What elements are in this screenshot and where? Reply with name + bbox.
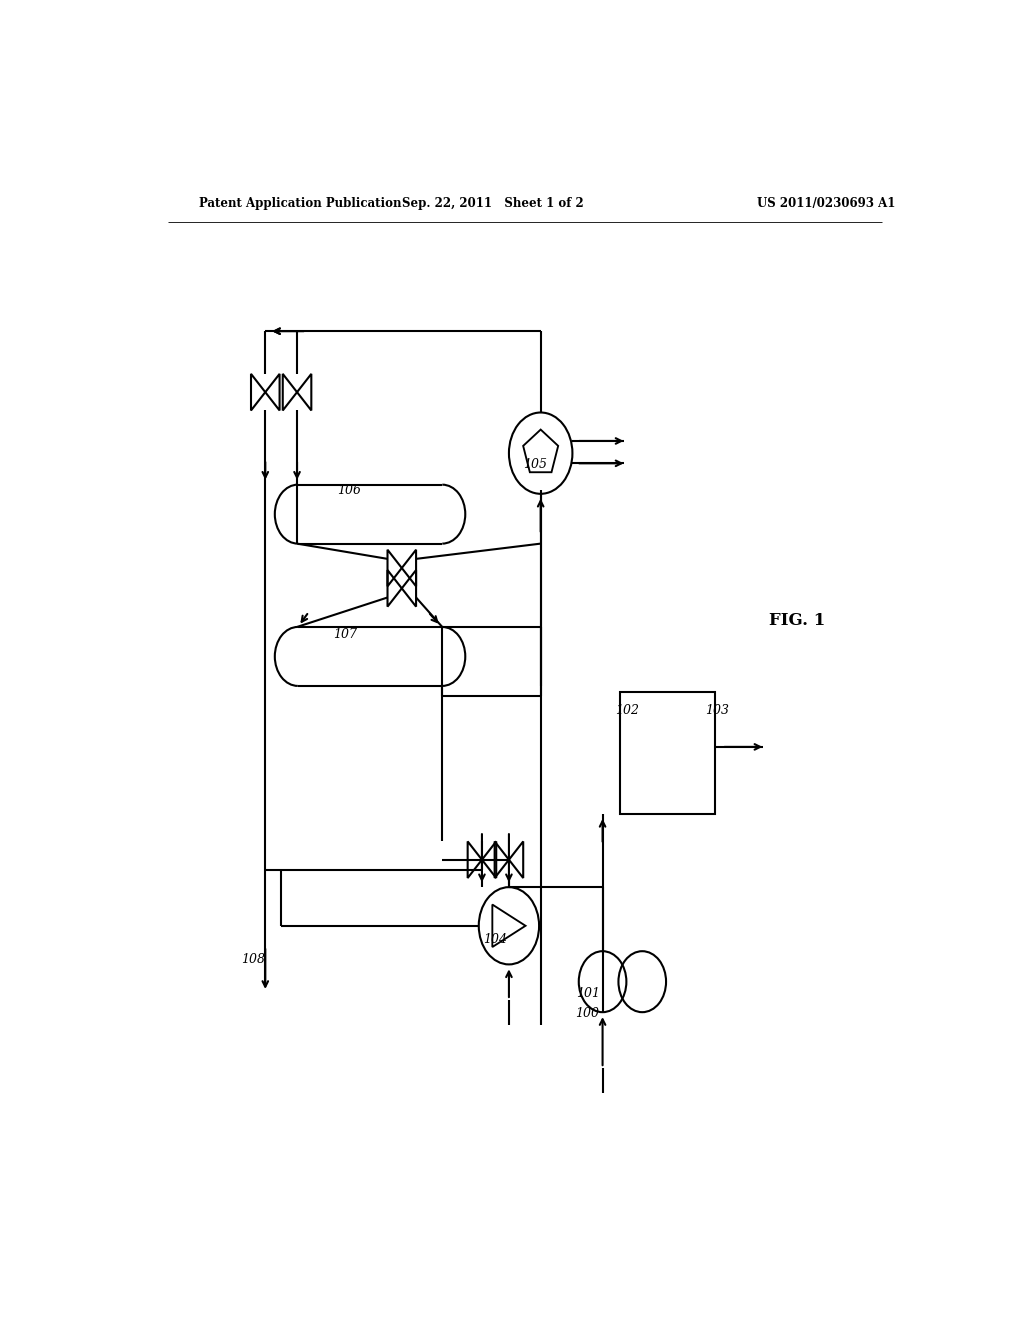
Bar (620, 692, 715, 814)
Text: 106: 106 (337, 484, 360, 496)
Text: Patent Application Publication: Patent Application Publication (200, 197, 402, 210)
Text: FIG. 1: FIG. 1 (769, 612, 825, 630)
Text: 101: 101 (577, 987, 600, 1001)
Text: 107: 107 (333, 628, 356, 642)
Text: 100: 100 (574, 1007, 599, 1020)
Text: 108: 108 (242, 953, 265, 966)
Text: 105: 105 (523, 458, 547, 471)
Text: 104: 104 (483, 933, 508, 946)
Text: US 2011/0230693 A1: US 2011/0230693 A1 (757, 197, 896, 210)
Text: 103: 103 (705, 705, 729, 717)
Text: 102: 102 (615, 705, 639, 717)
Text: Sep. 22, 2011   Sheet 1 of 2: Sep. 22, 2011 Sheet 1 of 2 (402, 197, 584, 210)
